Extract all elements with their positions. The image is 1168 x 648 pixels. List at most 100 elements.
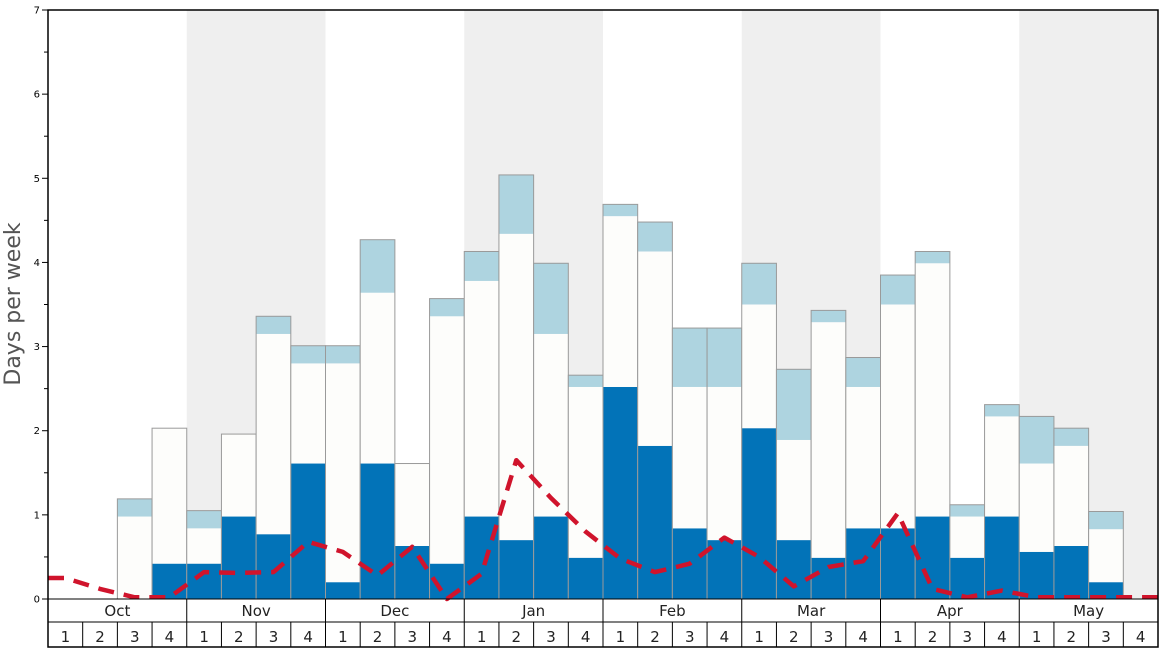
week-label: 3 — [1101, 628, 1111, 646]
bar-segment-white — [845, 386, 881, 529]
week-label: 3 — [824, 628, 834, 646]
trend-line-group — [48, 457, 1158, 602]
week-label: 1 — [199, 628, 209, 646]
week-label: 1 — [1032, 628, 1042, 646]
week-label: 2 — [95, 628, 105, 646]
y-tick-label: 2 — [34, 426, 40, 437]
week-label: 4 — [720, 628, 730, 646]
bar-segment-light — [707, 328, 742, 387]
bar-segment-dark — [741, 428, 777, 599]
bar-segment-dark — [1088, 582, 1124, 599]
bar-segment-white — [464, 280, 499, 517]
bar-segment-white — [637, 251, 673, 446]
bar-segment-light — [672, 328, 708, 387]
week-label: 2 — [650, 628, 660, 646]
week-label: 1 — [754, 628, 764, 646]
week-label: 3 — [269, 628, 279, 646]
bar-segment-dark — [568, 557, 603, 599]
bar-segment-light — [186, 510, 222, 529]
y-tick-label: 6 — [34, 90, 40, 101]
bar-segment-light — [533, 263, 569, 334]
month-label-apr: Apr — [937, 602, 964, 620]
bar-segment-white — [984, 416, 1020, 517]
bar-segment-white — [117, 516, 153, 599]
month-label-dec: Dec — [380, 602, 409, 620]
week-label: 4 — [165, 628, 175, 646]
bar-segment-white — [949, 516, 985, 558]
bar-segment-light — [360, 239, 395, 293]
bar-segment-white — [1019, 463, 1054, 552]
bar-segment-white — [256, 333, 291, 535]
bar-segment-dark — [880, 528, 916, 599]
bar-segment-light — [811, 310, 846, 323]
bar-segment-light — [1088, 511, 1124, 530]
week-label: 2 — [928, 628, 938, 646]
month-label-may: May — [1073, 602, 1104, 620]
bar-segment-white — [429, 316, 465, 564]
week-label: 1 — [616, 628, 626, 646]
week-label: 3 — [407, 628, 417, 646]
bar-segment-dark — [776, 540, 812, 599]
week-label: 2 — [1067, 628, 1077, 646]
bar-segment-dark — [949, 557, 985, 599]
trend-line — [48, 457, 1158, 602]
bar-segment-white — [811, 322, 846, 558]
bar-segment-dark — [325, 582, 361, 599]
bar-segment-light — [880, 275, 916, 305]
week-label: 4 — [581, 628, 591, 646]
bar-segment-white — [672, 386, 708, 529]
y-tick-label: 5 — [34, 174, 40, 185]
bar-segment-white — [1053, 445, 1089, 546]
bar-segment-white — [186, 528, 222, 564]
week-label: 1 — [338, 628, 348, 646]
month-label-jan: Jan — [521, 602, 545, 620]
bar-segment-dark — [707, 540, 742, 599]
bar-segment-light — [1053, 428, 1089, 446]
bar-segment-light — [845, 357, 881, 387]
axis-labels: 0 1 2 3 4 5 6 7 Oct Nov Dec Jan Feb Mar Apr May 1 2 3 4 1 2 3 4… — [34, 6, 1146, 647]
bar-segment-white — [325, 363, 361, 583]
bar-segment-white — [221, 434, 257, 517]
bar-segment-dark — [498, 540, 534, 599]
y-tick-label: 7 — [34, 6, 40, 17]
bar-segment-white — [152, 428, 187, 564]
y-tick-label: 1 — [34, 510, 40, 521]
bar-segment-light — [568, 375, 603, 387]
bar-segment-white — [498, 233, 534, 541]
month-label-feb: Feb — [659, 602, 686, 620]
week-label: 2 — [234, 628, 244, 646]
bar-segment-light — [603, 204, 638, 217]
bar-segment-light — [741, 263, 777, 305]
bar-segment-white — [1088, 529, 1124, 583]
bar-segment-white — [776, 439, 812, 541]
bar-segment-light — [949, 504, 985, 517]
bar-group — [116, 174, 1124, 600]
bar-segment-white — [290, 363, 326, 464]
week-label: 1 — [61, 628, 71, 646]
y-tick-label: 0 — [34, 595, 40, 606]
bar-segment-light — [915, 251, 950, 264]
week-label: 2 — [789, 628, 799, 646]
bar-segment-light — [498, 174, 534, 234]
bar-segment-light — [637, 222, 673, 252]
bar-segment-white — [394, 463, 430, 546]
y-axis-label: Days per week — [1, 222, 26, 385]
bar-segment-light — [290, 345, 326, 364]
bar-segment-white — [915, 263, 950, 517]
bar-segment-light — [256, 316, 291, 334]
bar-segment-white — [568, 386, 603, 558]
bar-segment-dark — [637, 445, 673, 599]
axes — [42, 9, 1159, 648]
week-label: 1 — [477, 628, 487, 646]
bar-segment-white — [533, 333, 569, 517]
week-label: 3 — [546, 628, 556, 646]
bar-segment-dark — [984, 516, 1020, 599]
bar-segment-dark — [221, 516, 257, 599]
bar-segment-dark — [533, 516, 569, 599]
bar-segment-white — [603, 216, 638, 387]
bar-segment-dark — [603, 386, 638, 599]
bar-segment-dark — [1053, 545, 1089, 599]
bar-segment-light — [776, 369, 812, 440]
week-label: 2 — [512, 628, 522, 646]
bar-segment-white — [707, 386, 742, 541]
